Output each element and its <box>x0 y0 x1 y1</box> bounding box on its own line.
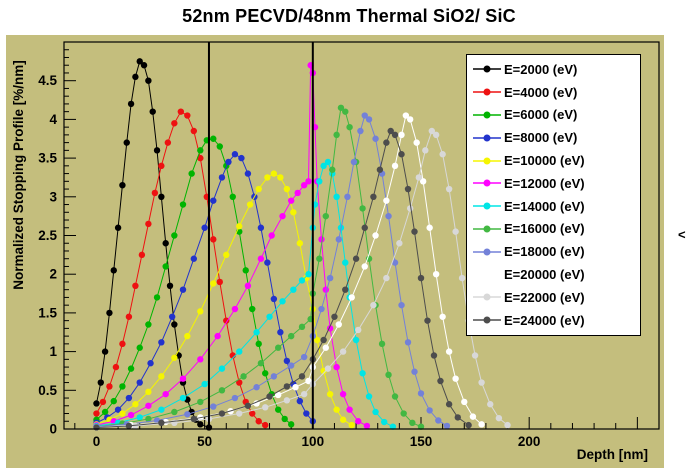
axis-arrow-glyph: < <box>678 227 686 242</box>
legend-label: E=4000 (eV) <box>504 84 578 100</box>
svg-text:1.5: 1.5 <box>38 305 57 320</box>
legend-item: E=24000 (eV) <box>470 309 640 332</box>
legend-label: E=16000 (eV) <box>504 221 585 237</box>
legend-marker-icon <box>473 179 501 187</box>
legend-marker-icon <box>473 225 501 233</box>
legend-item: E=20000 (eV) <box>470 263 640 286</box>
svg-text:0: 0 <box>93 434 101 449</box>
legend-item: E=22000 (eV) <box>470 286 640 309</box>
legend-marker-icon <box>473 111 501 119</box>
tick-labels: 0 50 100 150 200 0 0.5 1 1.5 2 2.5 3 3.5 4 4.5 <box>38 73 540 449</box>
legend-marker-icon <box>473 316 501 324</box>
legend-marker-icon <box>473 88 501 96</box>
legend: E=2000 (eV) E=4000 (eV) E=6000 (eV) E=8000 … <box>466 54 641 336</box>
legend-item: E=16000 (eV) <box>470 218 640 241</box>
x-axis-title: Depth [nm] <box>576 447 648 462</box>
svg-text:3.5: 3.5 <box>38 151 57 166</box>
legend-label: E=6000 (eV) <box>504 107 578 123</box>
series-4000 <box>93 108 269 429</box>
chart-title: 52nm PECVD/48nm Thermal SiO2/ SiC <box>182 6 516 26</box>
legend-label: E=18000 (eV) <box>504 244 585 260</box>
svg-text:200: 200 <box>518 434 541 449</box>
svg-text:50: 50 <box>197 434 212 449</box>
legend-item: E=18000 (eV) <box>470 240 640 263</box>
legend-marker-icon <box>473 157 501 165</box>
frame-border <box>63 41 660 430</box>
legend-label: E=12000 (eV) <box>504 175 585 191</box>
svg-text:4: 4 <box>49 112 57 127</box>
legend-label: E=20000 (eV) <box>504 267 585 283</box>
legend-marker-icon <box>473 65 501 73</box>
svg-text:0: 0 <box>49 422 57 437</box>
legend-label: E=22000 (eV) <box>504 289 585 305</box>
series-8000 <box>93 151 317 427</box>
legend-item: E=14000 (eV) <box>470 195 640 218</box>
legend-item: E=8000 (eV) <box>470 126 640 149</box>
legend-label: E=10000 (eV) <box>504 153 585 169</box>
legend-marker-icon <box>473 293 501 301</box>
svg-text:150: 150 <box>410 434 433 449</box>
legend-item: E=12000 (eV) <box>470 172 640 195</box>
series-18000 <box>93 112 451 430</box>
axis-ticks <box>64 49 660 430</box>
legend-label: E=2000 (eV) <box>504 61 578 77</box>
svg-text:1: 1 <box>49 344 57 359</box>
legend-item: E=2000 (eV) <box>470 58 640 81</box>
svg-text:2: 2 <box>49 267 57 282</box>
series-24000 <box>93 127 472 431</box>
legend-label: E=14000 (eV) <box>504 198 585 214</box>
svg-text:0.5: 0.5 <box>38 383 57 398</box>
legend-marker-icon <box>473 134 501 142</box>
svg-text:4.5: 4.5 <box>38 73 57 88</box>
y-axis-title: Normalized Stopping Profile [%/nm] <box>11 60 26 290</box>
legend-item: E=4000 (eV) <box>470 81 640 104</box>
legend-label: E=8000 (eV) <box>504 130 578 146</box>
svg-text:2.5: 2.5 <box>38 228 57 243</box>
legend-marker-icon <box>473 202 501 210</box>
svg-text:3: 3 <box>49 189 57 204</box>
legend-marker-icon <box>473 248 501 256</box>
series-16000 <box>93 104 425 430</box>
legend-item: E=10000 (eV) <box>470 149 640 172</box>
legend-marker-icon <box>473 271 501 279</box>
svg-text:100: 100 <box>302 434 325 449</box>
legend-item: E=6000 (eV) <box>470 104 640 127</box>
legend-label: E=24000 (eV) <box>504 312 585 328</box>
